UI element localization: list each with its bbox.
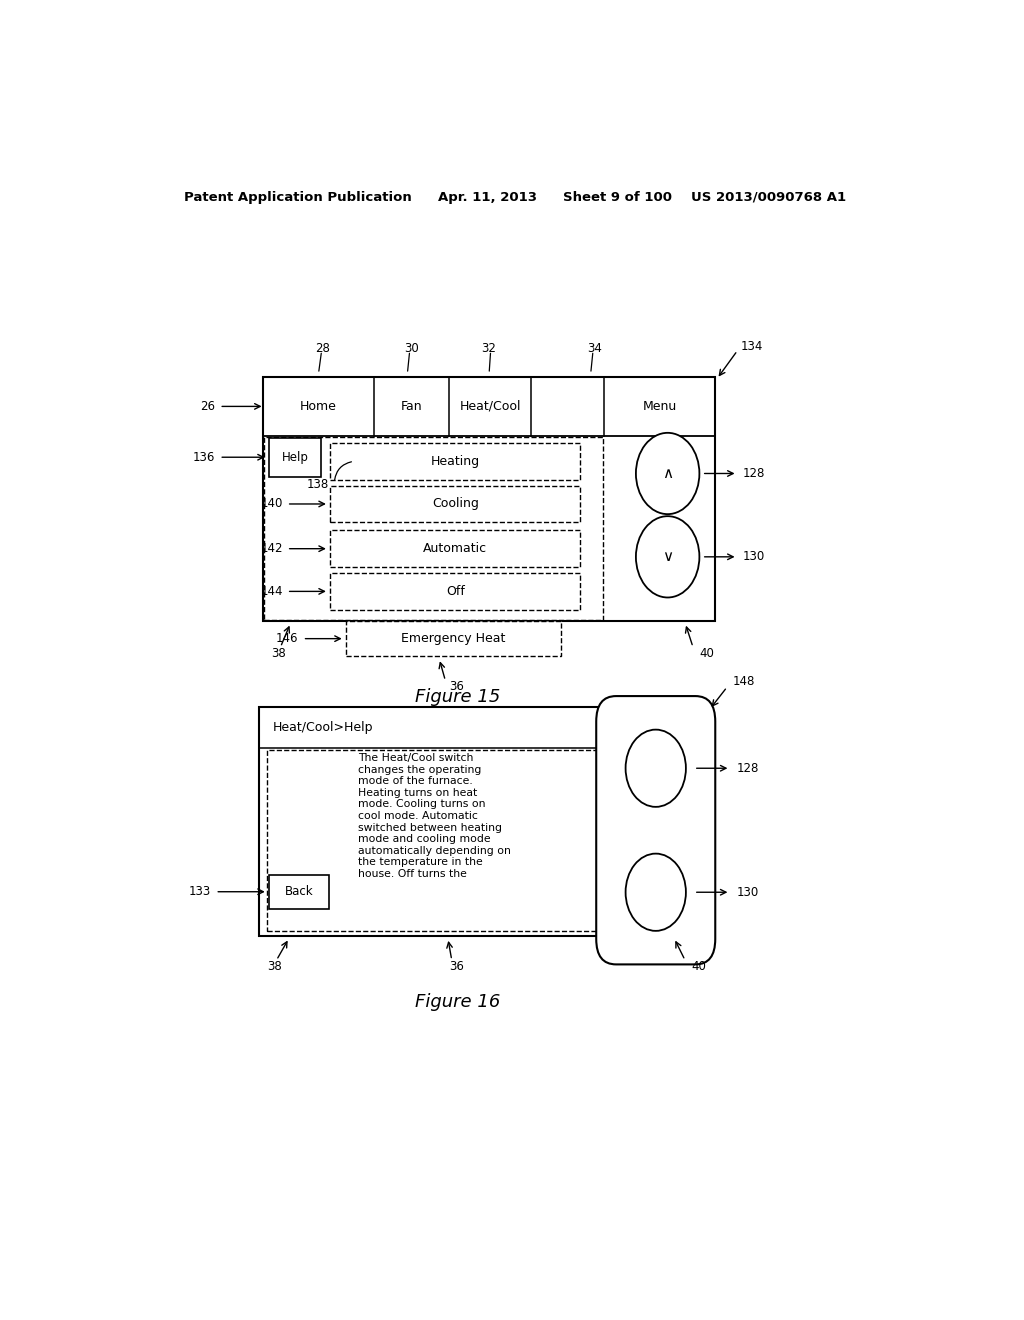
Circle shape [626,730,686,807]
Text: US 2013/0090768 A1: US 2013/0090768 A1 [691,190,847,203]
Text: 40: 40 [691,960,707,973]
Text: Automatic: Automatic [423,543,487,556]
Text: 140: 140 [260,498,283,511]
FancyBboxPatch shape [259,708,708,936]
Text: Emergency Heat: Emergency Heat [401,632,506,645]
Text: Fan: Fan [401,400,423,413]
FancyBboxPatch shape [269,875,329,908]
Text: Sheet 9 of 100: Sheet 9 of 100 [563,190,672,203]
Text: 30: 30 [404,342,419,355]
FancyBboxPatch shape [331,531,581,568]
Text: Heating: Heating [431,455,480,467]
Text: 130: 130 [736,886,759,899]
Text: 38: 38 [267,960,282,973]
Circle shape [626,854,686,931]
Text: 136: 136 [193,450,215,463]
Text: Figure 16: Figure 16 [415,993,500,1011]
Text: The Heat/Cool switch
changes the operating
mode of the furnace.
Heating turns on: The Heat/Cool switch changes the operati… [358,752,511,879]
Text: ∧: ∧ [663,466,673,480]
Text: 138: 138 [306,478,329,491]
Text: ∧: ∧ [650,760,662,776]
Text: Apr. 11, 2013: Apr. 11, 2013 [437,190,537,203]
Text: 128: 128 [743,467,765,480]
Text: Cooling: Cooling [432,498,479,511]
Text: 142: 142 [260,543,283,556]
Text: 26: 26 [201,400,215,413]
Text: 144: 144 [260,585,283,598]
Text: 36: 36 [450,680,464,693]
Text: Home: Home [300,400,337,413]
FancyBboxPatch shape [346,620,560,656]
Text: Figure 15: Figure 15 [415,688,500,706]
FancyBboxPatch shape [331,573,581,610]
Text: ∨: ∨ [650,884,662,900]
Text: ∨: ∨ [663,549,673,565]
Text: Menu: Menu [643,400,677,413]
FancyBboxPatch shape [596,696,715,965]
Text: 40: 40 [699,647,715,660]
FancyBboxPatch shape [331,486,581,523]
FancyBboxPatch shape [263,378,715,620]
FancyBboxPatch shape [331,444,581,479]
Text: 28: 28 [315,342,330,355]
Text: Back: Back [285,886,313,898]
Text: Heat/Cool>Help: Heat/Cool>Help [273,721,374,734]
Text: Off: Off [445,585,465,598]
Text: 34: 34 [587,342,601,355]
Text: 134: 134 [740,341,763,352]
Text: Help: Help [282,450,308,463]
Text: 128: 128 [736,762,759,775]
Text: 133: 133 [189,886,211,898]
Text: 32: 32 [481,342,496,355]
Text: 36: 36 [450,960,464,973]
FancyBboxPatch shape [269,438,321,477]
Circle shape [636,516,699,598]
Text: 146: 146 [276,632,299,645]
Text: 148: 148 [733,676,755,688]
Circle shape [636,433,699,515]
Text: 38: 38 [270,647,286,660]
Text: Heat/Cool: Heat/Cool [460,400,521,413]
Text: 130: 130 [743,550,765,564]
Text: Patent Application Publication: Patent Application Publication [183,190,412,203]
